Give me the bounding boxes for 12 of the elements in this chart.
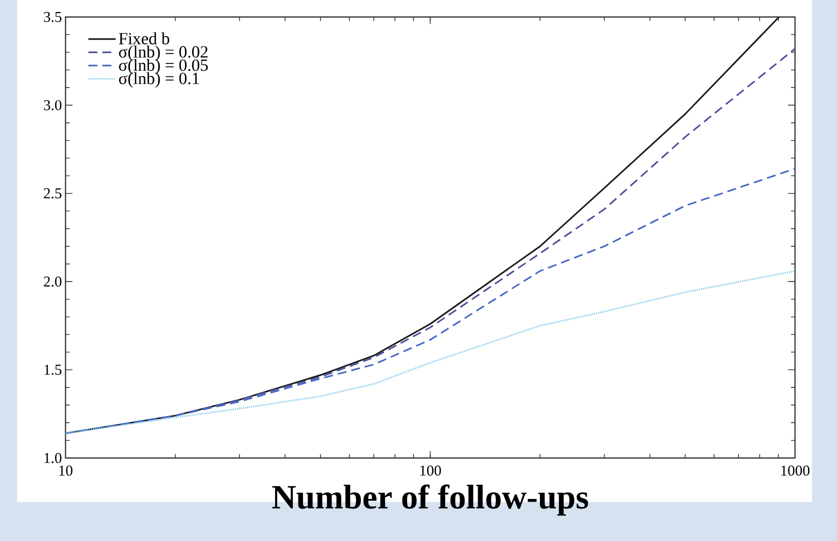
x-tick-label: 100 [420,466,441,476]
x-tick-label: 1000 [781,466,810,476]
y-tick-label: 3.5 [44,12,62,22]
y-tick-label: 1.0 [44,452,62,464]
y-tick-label: 2.0 [44,276,62,287]
legend-label: Fixed b [118,32,170,44]
x-tick-label: 10 [59,466,72,476]
y-tick-label: 2.5 [44,188,62,198]
x-axis-title: Number of follow-ups [272,484,588,516]
legend-label: σ(lnb) = 0.1 [119,72,199,88]
y-tick-label: 3.0 [44,100,62,110]
y-tick-label: 1.5 [44,364,62,375]
